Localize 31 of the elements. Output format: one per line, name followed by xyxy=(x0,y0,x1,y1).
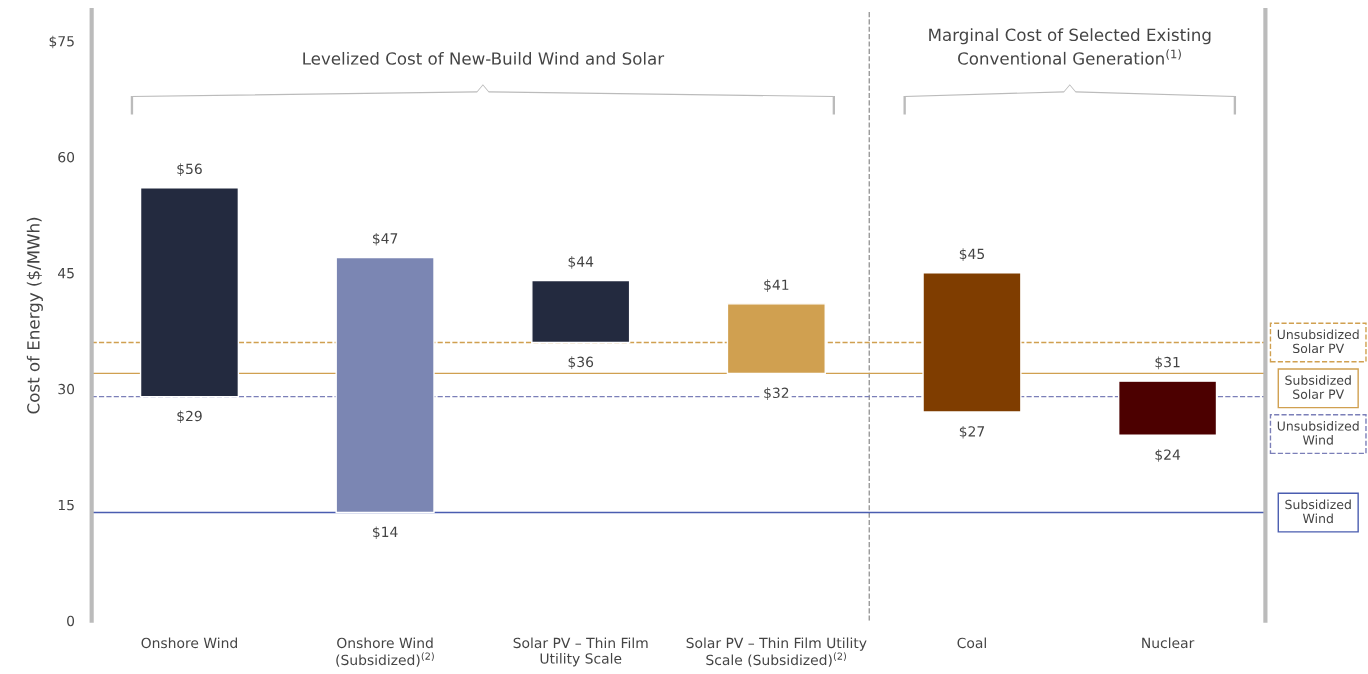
ref-line-label: Unsubsidized Wind xyxy=(1277,421,1359,445)
annotation: $29 xyxy=(177,410,202,424)
annotation: $14 xyxy=(372,526,398,540)
x-tick-label: Nuclear xyxy=(1142,637,1195,649)
y-tick-label: 60 xyxy=(58,151,75,163)
ref-line-label: Subsidized Solar PV xyxy=(1285,375,1351,399)
annotation: $41 xyxy=(764,279,789,292)
annotation: $45 xyxy=(959,248,985,261)
annotation: Levelized Cost of New-Build Wind and Solar xyxy=(303,51,665,65)
annotation: $31 xyxy=(1155,356,1180,370)
x-tick-label: Coal xyxy=(957,637,986,649)
y-tick-label: 30 xyxy=(58,383,75,395)
annotation: $24 xyxy=(1155,449,1181,462)
ref-line-label: Unsubsidized Solar PV xyxy=(1277,329,1359,354)
y-tick-label: 15 xyxy=(58,499,74,511)
x-tick-label: Onshore Wind (Subsidized)$^{(2)}$ xyxy=(336,637,434,667)
y-axis-title: Cost of Energy ($/MWh) xyxy=(26,217,43,414)
y-tick-label: 0 xyxy=(67,615,75,627)
y-tick-label: $75 xyxy=(49,35,74,49)
x-tick-label: Solar PV – Thin Film Utility Scale (Subsidized)$^{(2)}$ xyxy=(686,637,867,667)
x-tick-label: Solar PV – Thin Film Utility Scale xyxy=(513,637,648,667)
annotation: $36 xyxy=(568,356,594,369)
y-tick-label: 45 xyxy=(57,268,74,279)
ref-line-label: Subsidized Wind xyxy=(1285,499,1351,524)
annotation: $56 xyxy=(177,163,202,176)
annotation: $44 xyxy=(568,256,594,269)
annotation: $32 xyxy=(764,387,789,400)
x-tick-label: Onshore Wind xyxy=(141,637,237,649)
annotation: Marginal Cost of Selected Existing Conventional Generation$^{(1)}$ xyxy=(929,28,1211,65)
annotation: $47 xyxy=(372,232,398,246)
annotation: $27 xyxy=(959,425,985,439)
